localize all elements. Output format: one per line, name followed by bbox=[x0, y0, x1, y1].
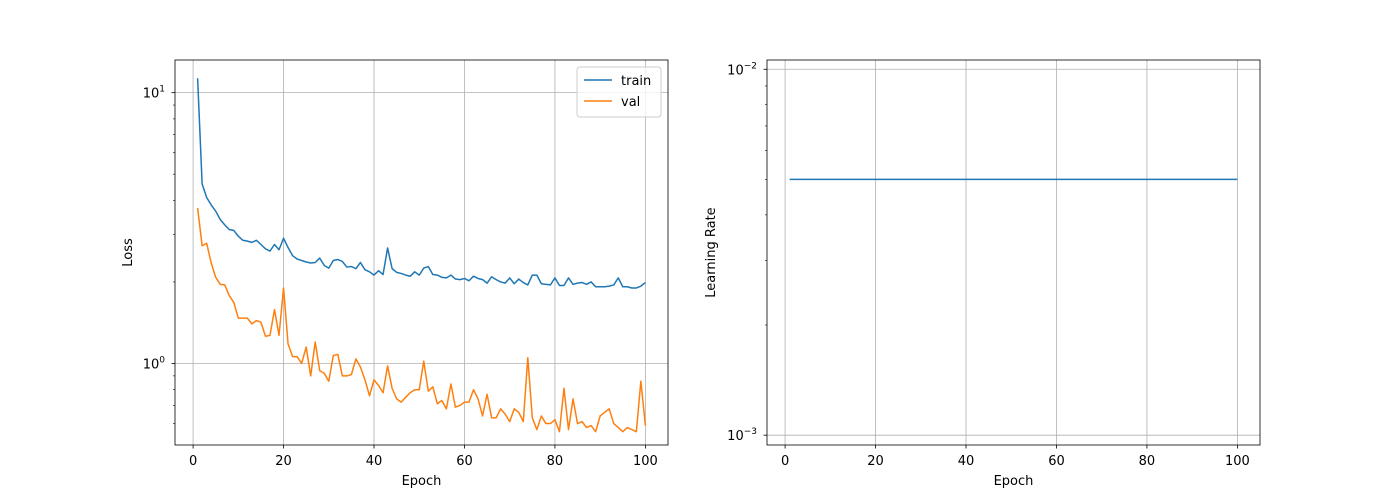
x-tick-label: 40 bbox=[958, 454, 975, 469]
train-series-line bbox=[196, 78, 646, 289]
y-tick-base: 10 bbox=[143, 87, 160, 102]
y-tick-base: 10 bbox=[727, 429, 744, 444]
x-tick-label: 60 bbox=[456, 454, 473, 469]
y-tick-base: 10 bbox=[143, 357, 160, 372]
x-tick-label: 20 bbox=[867, 454, 884, 469]
y-tick-exponent: 1 bbox=[159, 85, 165, 95]
axes-frame bbox=[766, 59, 1261, 446]
val-series-line bbox=[196, 207, 647, 433]
y-axis-label: Loss bbox=[121, 238, 136, 267]
y-tick-exponent: −3 bbox=[744, 427, 757, 437]
x-tick-label: 60 bbox=[1048, 454, 1065, 469]
axes-frame bbox=[174, 59, 669, 446]
legend-val-label: val bbox=[621, 95, 640, 110]
x-tick-label: 100 bbox=[633, 454, 658, 469]
x-tick-label: 100 bbox=[1225, 454, 1250, 469]
y-axis-label: Learning Rate bbox=[704, 207, 719, 297]
y-tick-label: 101 bbox=[143, 85, 165, 102]
y-tick-exponent: −2 bbox=[744, 61, 757, 71]
y-tick-label: 10−3 bbox=[727, 427, 757, 444]
x-tick-label: 40 bbox=[366, 454, 383, 469]
x-tick-label: 20 bbox=[275, 454, 292, 469]
y-tick-base: 10 bbox=[727, 63, 744, 78]
y-tick-exponent: 0 bbox=[159, 355, 165, 365]
x-tick-label: 0 bbox=[189, 454, 197, 469]
y-tick-label: 10−2 bbox=[727, 61, 757, 78]
x-axis-label: Epoch bbox=[994, 474, 1034, 489]
legend: train val bbox=[576, 66, 662, 118]
x-axis-label: Epoch bbox=[402, 474, 442, 489]
y-tick-label: 100 bbox=[143, 355, 166, 372]
x-tick-label: 80 bbox=[547, 454, 564, 469]
legend-train-label: train bbox=[621, 74, 651, 89]
x-tick-label: 80 bbox=[1139, 454, 1156, 469]
x-tick-label: 0 bbox=[781, 454, 789, 469]
